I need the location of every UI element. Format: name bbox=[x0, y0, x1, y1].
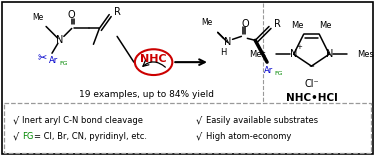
Text: NHC: NHC bbox=[140, 54, 167, 64]
Text: ✂: ✂ bbox=[37, 53, 47, 63]
Text: Inert aryl C-N bond cleavage: Inert aryl C-N bond cleavage bbox=[22, 116, 143, 125]
Text: N: N bbox=[224, 37, 231, 47]
Text: Mes: Mes bbox=[357, 50, 374, 59]
Text: High atom-economy: High atom-economy bbox=[206, 132, 291, 141]
Text: √: √ bbox=[12, 116, 19, 126]
Text: N: N bbox=[290, 49, 297, 59]
Text: NHC•HCl: NHC•HCl bbox=[285, 93, 337, 103]
Text: Me: Me bbox=[201, 18, 213, 27]
Bar bbox=[4, 103, 371, 153]
Text: Me: Me bbox=[319, 21, 332, 30]
Text: Me: Me bbox=[32, 14, 43, 22]
Text: √: √ bbox=[196, 132, 202, 141]
Text: Ar: Ar bbox=[264, 66, 274, 75]
Text: Me: Me bbox=[291, 21, 304, 30]
Text: N: N bbox=[325, 49, 333, 59]
Text: 19 examples, up to 84% yield: 19 examples, up to 84% yield bbox=[79, 90, 214, 99]
Ellipse shape bbox=[135, 49, 172, 75]
Text: Mes: Mes bbox=[249, 50, 266, 59]
Text: H: H bbox=[220, 48, 227, 57]
Text: √: √ bbox=[196, 116, 202, 126]
Text: R: R bbox=[274, 20, 281, 29]
Text: FG: FG bbox=[60, 61, 68, 66]
Text: O: O bbox=[68, 10, 76, 20]
Text: Easily available substrates: Easily available substrates bbox=[206, 116, 318, 125]
Text: R: R bbox=[114, 7, 121, 17]
Text: N: N bbox=[56, 35, 64, 45]
Text: FG: FG bbox=[275, 71, 283, 76]
Text: +: + bbox=[297, 44, 302, 50]
Text: FG: FG bbox=[22, 132, 34, 141]
Text: Cl⁻: Cl⁻ bbox=[304, 79, 319, 89]
Text: Ar: Ar bbox=[50, 56, 59, 65]
Text: √: √ bbox=[12, 132, 19, 141]
Text: = Cl, Br, CN, pyridinyl, etc.: = Cl, Br, CN, pyridinyl, etc. bbox=[34, 132, 147, 141]
Text: =: = bbox=[308, 63, 314, 69]
Text: O: O bbox=[242, 20, 249, 29]
